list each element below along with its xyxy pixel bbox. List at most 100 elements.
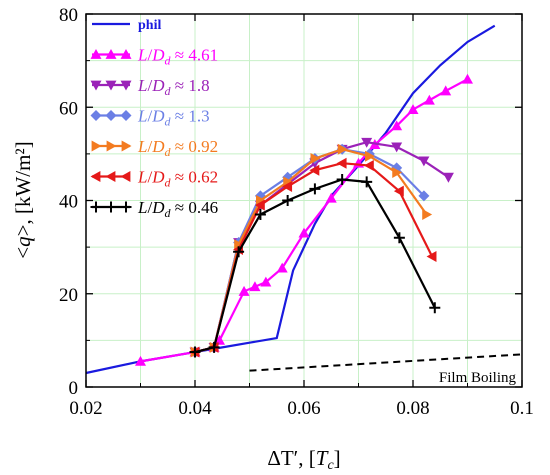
legend-label: L/Dd ≈ 4.61 — [137, 46, 218, 68]
legend-label-value: ≈ 0.62 — [170, 168, 218, 187]
legend-label-value: ≈ 1.3 — [170, 107, 209, 126]
legend-label-sub: d — [164, 115, 171, 129]
data-point — [391, 142, 403, 153]
data-point — [363, 160, 374, 172]
legend-swatch-marker — [120, 110, 132, 121]
legend-label-value: ≈ 0.46 — [170, 198, 218, 217]
data-point — [189, 346, 201, 358]
legend-label: L/Dd ≈ 1.3 — [137, 107, 210, 129]
y-axis-title-end: >, [kW/m²] — [11, 141, 35, 236]
y-tick-label: 0 — [69, 378, 79, 399]
data-point — [429, 302, 441, 314]
legend-label-slash: / — [147, 107, 152, 126]
y-axis-title-symbol: q — [11, 236, 35, 247]
legend-label-D: D — [151, 107, 165, 126]
legend-label-value: ≈ 1.8 — [170, 76, 209, 95]
legend-swatch-marker — [106, 140, 117, 152]
legend-swatch-marker — [120, 80, 132, 91]
x-axis-title-main: ΔT′, [ — [267, 446, 315, 470]
data-point — [260, 276, 272, 287]
legend-label-slash: / — [147, 46, 152, 65]
legend-label-L: L — [137, 137, 147, 156]
x-tick-label: 0.04 — [178, 398, 212, 419]
legend-label-slash: / — [147, 76, 152, 95]
data-point — [422, 208, 433, 220]
data-point — [325, 192, 337, 203]
data-point — [238, 285, 250, 296]
x-tick-label: 0.02 — [69, 398, 102, 419]
data-point — [337, 143, 348, 155]
legend-label-value: ≈ 4.61 — [170, 46, 218, 65]
data-point — [361, 176, 373, 188]
data-point — [365, 150, 375, 162]
y-axis-title-open: < — [11, 247, 35, 259]
data-point — [407, 104, 419, 114]
x-axis-title-subscript: c — [327, 458, 334, 473]
legend-label-sub: d — [164, 206, 171, 220]
legend-swatch-marker — [90, 80, 102, 91]
legend-swatch-marker — [105, 171, 116, 182]
legend-label-L: L — [137, 107, 147, 126]
data-point — [249, 281, 261, 292]
data-point — [309, 183, 321, 195]
series-line — [194, 178, 436, 354]
data-point — [282, 195, 294, 206]
data-point — [393, 232, 405, 244]
legend-swatch-marker — [121, 140, 132, 152]
legend-swatch-marker — [90, 201, 102, 213]
legend-label-slash: / — [147, 168, 152, 187]
data-point — [310, 153, 321, 165]
legend-label-L: L — [137, 168, 147, 187]
legend-label-sub: d — [164, 84, 171, 98]
legend-label: L/Dd ≈ 0.46 — [137, 198, 218, 220]
data-point — [254, 208, 266, 220]
legend-swatch-marker — [90, 110, 102, 121]
series-6 — [189, 174, 441, 358]
legend-label: L/Dd ≈ 1.8 — [137, 76, 210, 98]
data-point — [391, 120, 403, 131]
x-axis-title-symbol: T — [316, 446, 329, 470]
y-tick-label: 20 — [59, 285, 78, 306]
data-point — [309, 164, 320, 176]
legend-swatch-marker — [105, 80, 117, 91]
x-axis-title: ΔT′, [Tc] — [267, 446, 340, 473]
legend-label-slash: / — [147, 137, 152, 156]
legend-label-L: L — [137, 76, 147, 95]
legend-label-D: D — [151, 168, 165, 187]
data-point — [423, 94, 435, 105]
series-layer — [85, 24, 496, 375]
legend-label-slash: / — [147, 198, 152, 217]
data-point — [298, 227, 310, 238]
legend-label-D: D — [151, 198, 165, 217]
data-point — [462, 73, 473, 84]
data-point — [208, 341, 220, 353]
legend-swatch-marker — [91, 140, 102, 152]
x-tick-label: 0.06 — [287, 398, 320, 419]
legend-label-value: ≈ 0.92 — [170, 137, 218, 156]
y-tick-label: 40 — [59, 192, 78, 213]
data-point — [418, 190, 430, 202]
legend-swatch-marker — [105, 49, 117, 59]
data-point — [336, 157, 347, 169]
data-point — [418, 156, 430, 167]
y-tick-label: 80 — [59, 5, 78, 26]
legend-swatch-marker — [120, 49, 132, 59]
legend-swatch-marker — [105, 110, 117, 121]
legend-label-sub: d — [164, 145, 171, 159]
legend-swatch-marker — [90, 171, 101, 182]
film-boiling-line — [249, 353, 523, 372]
legend-label-D: D — [151, 137, 165, 156]
y-axis-title: <q>, [kW/m²] — [11, 141, 35, 258]
data-point — [135, 355, 146, 366]
legend-label-D: D — [151, 46, 165, 65]
y-tick-label: 60 — [59, 98, 78, 119]
legend-label: L/Dd ≈ 0.62 — [137, 168, 218, 190]
x-axis-title-end: ] — [334, 446, 341, 470]
data-point — [442, 172, 454, 183]
legend-swatch-marker — [105, 201, 117, 213]
data-point — [336, 174, 348, 186]
legend-label-sub: d — [164, 54, 171, 68]
legend-label-sub: d — [164, 176, 171, 190]
